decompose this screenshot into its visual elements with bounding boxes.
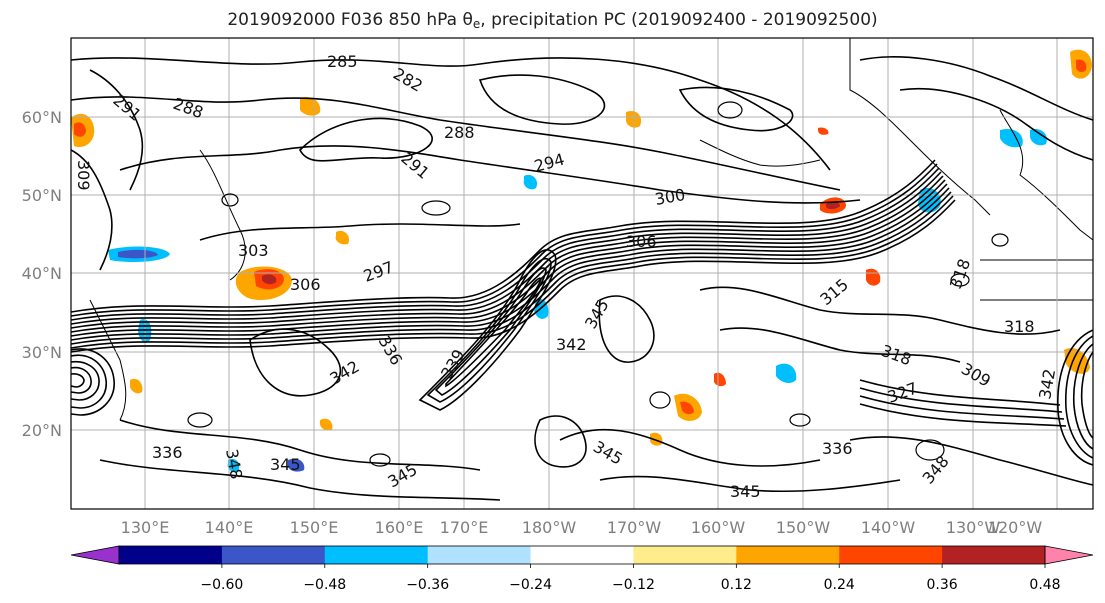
cyclone-east bbox=[859, 329, 1093, 466]
lon-label: 160°E bbox=[375, 518, 424, 537]
colorbar-extend-low bbox=[70, 545, 120, 565]
colorbar-tick-label: −0.60 bbox=[200, 577, 243, 593]
colorbar-segment bbox=[942, 546, 1046, 564]
contour-label: 342 bbox=[556, 335, 587, 354]
colorbar-tick-label: 0.48 bbox=[1029, 577, 1060, 593]
contour-label: 306 bbox=[290, 275, 321, 294]
lon-label: 170°E bbox=[440, 518, 489, 537]
contour-label: 318 bbox=[1004, 317, 1035, 336]
contour-label: 309 bbox=[74, 160, 93, 191]
colorbar-tick-label: 0.24 bbox=[824, 577, 855, 593]
contour-label: 345 bbox=[730, 482, 761, 501]
contour-label: 306 bbox=[626, 232, 657, 251]
lon-label: 150°E bbox=[290, 518, 339, 537]
colorbar-tick-label: −0.12 bbox=[612, 577, 655, 593]
contour-label: 285 bbox=[327, 52, 358, 71]
colorbar: −0.60 −0.48 −0.36 −0.24 −0.12 0.12 0.24 0.36 0.4… bbox=[70, 545, 1094, 593]
lat-label: 30°N bbox=[22, 343, 62, 362]
contour-label: 303 bbox=[238, 241, 269, 260]
map-title: 2019092000 F036 850 hPa θe, precipitatio… bbox=[227, 10, 878, 31]
northern-contours bbox=[71, 56, 1093, 271]
lon-label: 160°W bbox=[691, 518, 746, 537]
lat-label: 60°N bbox=[22, 108, 62, 127]
colorbar-tick-label: −0.24 bbox=[509, 577, 552, 593]
lon-label: 180°W bbox=[522, 518, 577, 537]
lon-label: 140°W bbox=[861, 518, 916, 537]
coastlines bbox=[89, 38, 1093, 421]
precipitation-shading bbox=[71, 49, 1092, 473]
small-cells bbox=[187, 101, 1009, 467]
lat-label: 20°N bbox=[22, 421, 62, 440]
colorbar-tick-label: 0.12 bbox=[721, 577, 752, 593]
map-frame bbox=[70, 37, 1094, 510]
colorbar-tick-label: −0.48 bbox=[303, 577, 346, 593]
lon-label: 150°W bbox=[776, 518, 831, 537]
theta-e-contours bbox=[71, 56, 1093, 501]
lon-label: 170°W bbox=[607, 518, 662, 537]
colorbar-segment bbox=[221, 546, 326, 564]
colorbar-tick-label: 0.36 bbox=[927, 577, 958, 593]
lon-label: 120°W bbox=[988, 518, 1043, 537]
colorbar-extend-high bbox=[1044, 545, 1094, 565]
lon-label: 130°W bbox=[946, 518, 1001, 537]
colorbar-segment bbox=[530, 546, 634, 564]
graticule bbox=[71, 38, 1093, 509]
colorbar-frame bbox=[118, 545, 1046, 565]
jet-trough bbox=[418, 249, 557, 411]
colorbar-segment bbox=[633, 546, 737, 564]
colorbar-segment bbox=[119, 546, 223, 564]
cyclone-west bbox=[71, 348, 115, 416]
colorbar-tick-label: −0.36 bbox=[406, 577, 449, 593]
contour-label: 336 bbox=[822, 439, 853, 458]
lat-label: 40°N bbox=[22, 264, 62, 283]
longitude-labels: 130°E 140°E 150°E 160°E 170°E 180°W 170°… bbox=[121, 518, 1043, 537]
colorbar-segment bbox=[324, 546, 429, 564]
contour-label: 345 bbox=[270, 455, 301, 474]
lon-label: 140°E bbox=[205, 518, 254, 537]
colorbar-segment bbox=[839, 546, 943, 564]
colorbar-segment bbox=[427, 546, 532, 564]
lat-label: 50°N bbox=[22, 186, 62, 205]
lon-label: 130°E bbox=[121, 518, 170, 537]
contour-label: 336 bbox=[152, 443, 183, 462]
southern-contours bbox=[99, 286, 1093, 501]
latitude-labels: 60°N 50°N 40°N 30°N 20°N bbox=[22, 108, 62, 440]
colorbar-segment bbox=[736, 546, 840, 564]
contour-label: 288 bbox=[444, 123, 475, 142]
